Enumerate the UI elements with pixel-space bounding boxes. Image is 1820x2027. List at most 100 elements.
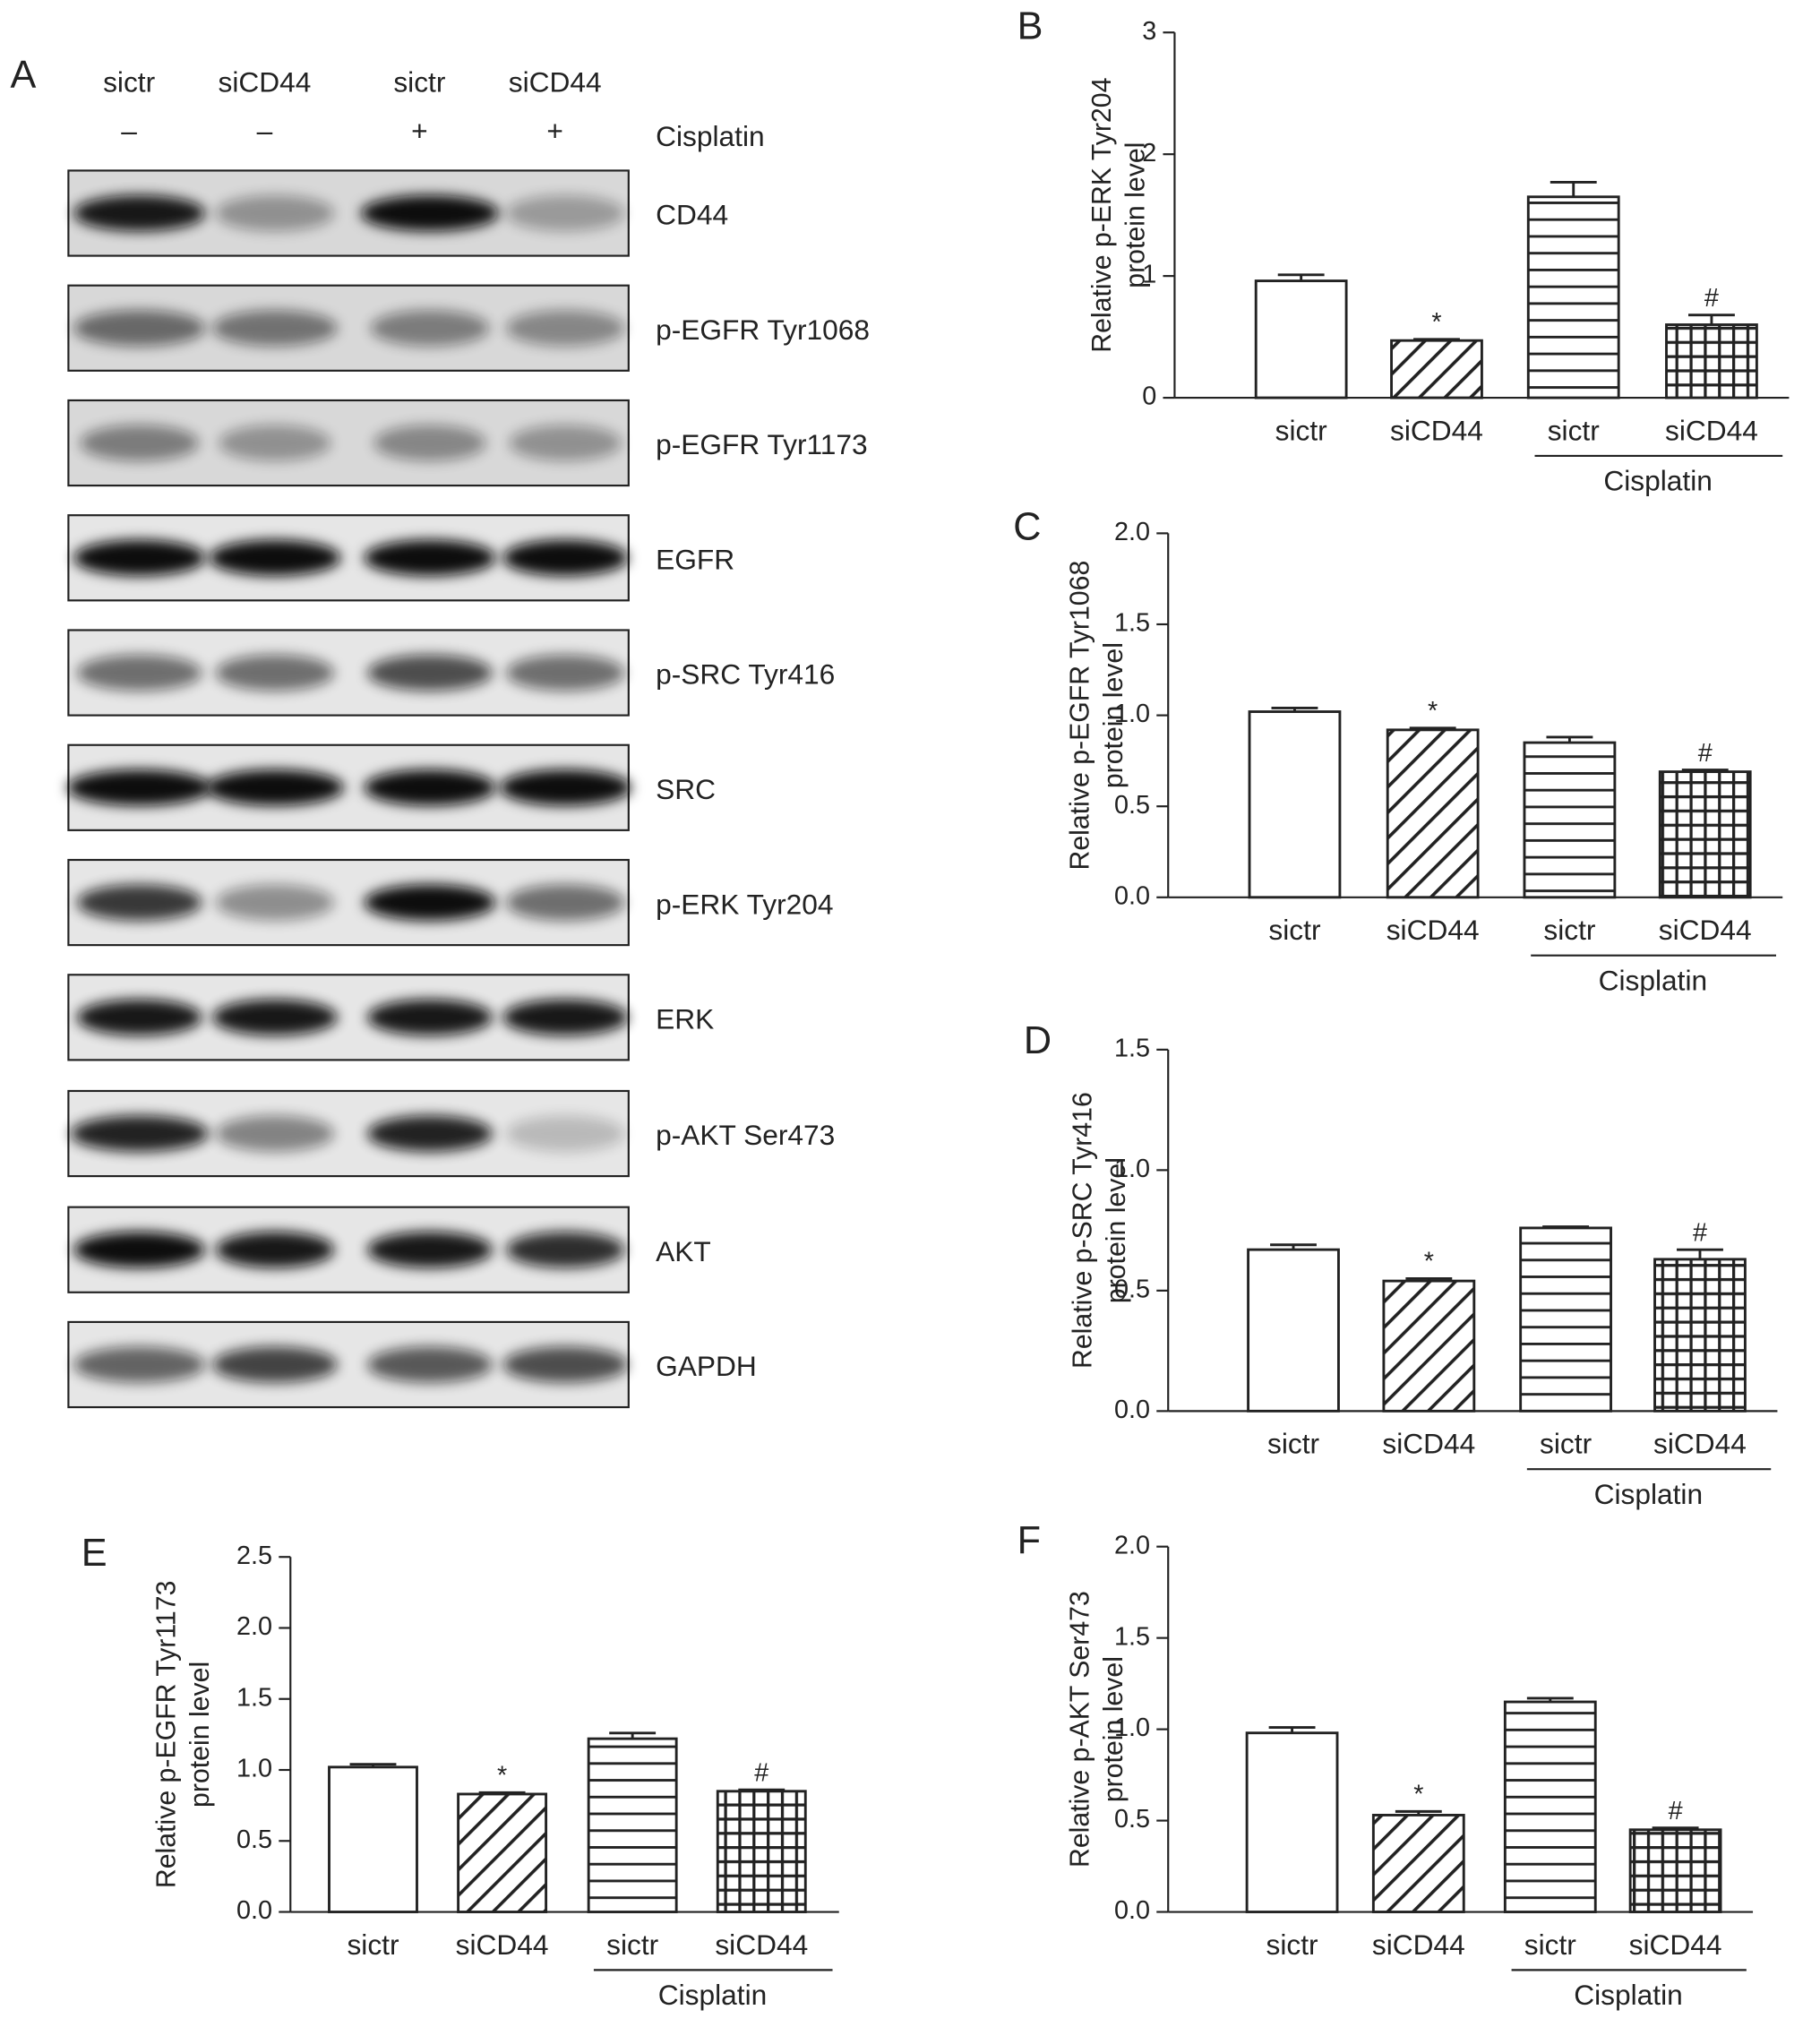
x-tick-label: siCD44: [1390, 414, 1483, 446]
band: [219, 425, 331, 461]
y-axis-label: protein level: [1099, 1656, 1129, 1802]
panel-label: F: [1017, 1519, 1041, 1562]
band: [364, 884, 496, 921]
y-tick-label: 1.5: [1114, 609, 1150, 638]
annotation: #: [1698, 739, 1713, 768]
error-bar: [1405, 1276, 1453, 1282]
group-label: Cisplatin: [1594, 1478, 1704, 1510]
y-tick-label: 3: [1142, 17, 1156, 46]
y-tick-label: 0.5: [1114, 1275, 1150, 1303]
x-tick-label: sictr: [1524, 1928, 1577, 1961]
x-tick-label: siCD44: [1372, 1928, 1465, 1961]
band: [73, 194, 206, 232]
y-tick-label: 1.0: [236, 1755, 272, 1783]
band: [215, 654, 335, 691]
y-tick-label: 0.5: [1114, 791, 1150, 820]
error-bar: [1526, 1696, 1574, 1703]
y-axis-label: Relative p-AKT Ser473: [1066, 1591, 1095, 1868]
bar: [1382, 1279, 1476, 1413]
error-bar: [1681, 769, 1729, 772]
x-tick-label: siCD44: [1629, 1928, 1722, 1961]
bar: [1523, 741, 1617, 899]
band: [212, 1346, 338, 1383]
treatment-sign: +: [411, 115, 428, 147]
bar: [1653, 1258, 1747, 1413]
y-tick-label: 1.5: [1114, 1034, 1150, 1062]
error-bar: [1546, 735, 1593, 743]
error-bar: [1409, 726, 1456, 730]
bar: [1658, 770, 1752, 899]
bar: [328, 1765, 418, 1913]
band: [367, 1232, 493, 1268]
error-bar: [1652, 1826, 1699, 1830]
annotation: #: [1704, 284, 1719, 313]
annotation: #: [1693, 1218, 1707, 1247]
group-label: Cisplatin: [1599, 964, 1708, 996]
row-label: AKT: [656, 1235, 711, 1267]
band: [367, 999, 493, 1035]
y-axis-label: protein level: [1102, 1157, 1131, 1303]
x-tick-label: siCD44: [456, 1928, 549, 1961]
band: [505, 654, 625, 691]
error-bar: [738, 1788, 786, 1791]
lane-label: siCD44: [509, 65, 602, 98]
band: [367, 1346, 493, 1383]
lane-label: sictr: [103, 65, 156, 98]
annotation: *: [1428, 697, 1438, 726]
band: [373, 425, 486, 461]
x-tick-label: sictr: [1540, 1428, 1592, 1460]
x-tick-label: siCD44: [1665, 414, 1758, 446]
lane-label: siCD44: [218, 65, 311, 98]
y-tick-label: 2.0: [1114, 518, 1150, 546]
band: [70, 1115, 209, 1152]
y-axis-label: protein level: [1121, 142, 1151, 288]
error-bar: [609, 1731, 657, 1739]
band: [76, 999, 202, 1035]
x-tick-label: siCD44: [1653, 1428, 1747, 1460]
y-tick-label: 1.5: [236, 1683, 272, 1712]
y-tick-label: 2: [1142, 139, 1156, 167]
y-tick-label: 2.0: [1114, 1531, 1150, 1559]
panel-label: B: [1017, 4, 1043, 47]
y-tick-label: 0.5: [1114, 1805, 1150, 1834]
row-label: p-AKT Ser473: [656, 1119, 835, 1151]
x-tick-label: sictr: [347, 1928, 399, 1961]
panel-label: D: [1024, 1019, 1052, 1062]
bar: [1386, 728, 1480, 899]
band: [209, 539, 341, 576]
bar: [716, 1790, 807, 1913]
error-bar: [1550, 181, 1597, 197]
y-tick-label: 0.0: [1114, 881, 1150, 910]
treatment-label: Cisplatin: [656, 120, 765, 152]
panel-label: E: [82, 1532, 107, 1575]
band: [212, 999, 338, 1035]
band: [370, 310, 490, 347]
y-tick-label: 0: [1142, 382, 1156, 411]
error-bar: [1277, 273, 1325, 281]
band: [509, 425, 622, 461]
bar: [587, 1737, 678, 1913]
band: [76, 884, 202, 921]
bar: [1248, 710, 1342, 899]
y-tick-label: 0.0: [1114, 1896, 1150, 1925]
y-tick-label: 1.0: [1114, 700, 1150, 728]
band: [505, 884, 625, 921]
y-axis-label: protein level: [1099, 642, 1129, 788]
y-tick-label: 1.0: [1114, 1155, 1150, 1183]
band: [73, 1232, 206, 1268]
row-label: EGFR: [656, 543, 734, 575]
x-tick-label: siCD44: [1382, 1428, 1475, 1460]
y-axis-label: Relative p-EGFR Tyr1068: [1066, 561, 1095, 871]
bar: [1665, 323, 1758, 399]
band: [499, 769, 631, 806]
treatment-sign: +: [546, 115, 563, 147]
annotation: #: [754, 1759, 768, 1788]
band: [505, 1232, 625, 1268]
row-label: p-SRC Tyr416: [656, 658, 835, 691]
error-bar: [1677, 1248, 1723, 1259]
y-tick-label: 2.5: [236, 1542, 272, 1570]
x-tick-label: sictr: [1267, 1428, 1320, 1460]
band: [502, 539, 629, 576]
y-tick-label: 1: [1142, 261, 1156, 289]
y-tick-label: 1.5: [1114, 1622, 1150, 1651]
